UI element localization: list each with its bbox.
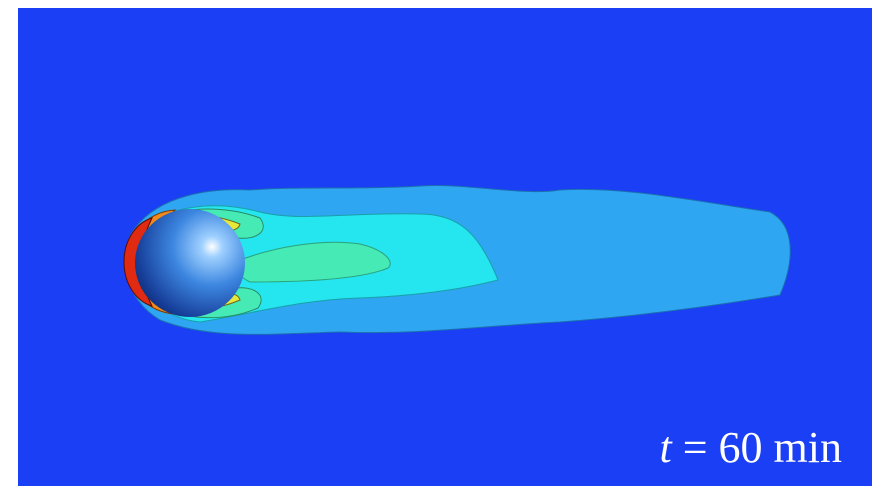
plume-green xyxy=(233,241,391,283)
time-symbol: t xyxy=(660,423,674,472)
time-value: = 60 min xyxy=(683,423,842,472)
sphere xyxy=(135,209,245,317)
time-caption: t = 60 min xyxy=(660,423,843,472)
